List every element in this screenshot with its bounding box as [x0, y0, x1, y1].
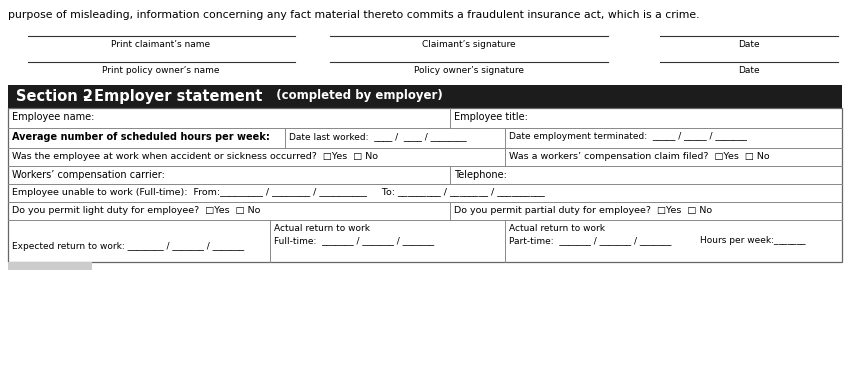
- Text: Average number of scheduled hours per week:: Average number of scheduled hours per we…: [12, 132, 269, 142]
- Text: Was the employee at work when accident or sickness occurred?  □Yes  □ No: Was the employee at work when accident o…: [12, 152, 378, 161]
- Bar: [8, 262, 92, 270]
- Text: Policy owner’s signature: Policy owner’s signature: [414, 66, 524, 75]
- Text: Employee title:: Employee title:: [454, 112, 528, 122]
- Text: Date: Date: [738, 66, 760, 75]
- Text: Expected return to work: ________ / _______ / _______: Expected return to work: ________ / ____…: [12, 242, 244, 251]
- Text: Telephone:: Telephone:: [454, 170, 507, 180]
- Text: Workers’ compensation carrier:: Workers’ compensation carrier:: [12, 170, 165, 180]
- Text: Print claimant’s name: Print claimant’s name: [111, 40, 211, 49]
- Text: purpose of misleading, information concerning any fact material thereto commits : purpose of misleading, information conce…: [8, 10, 700, 20]
- Text: (completed by employer): (completed by employer): [268, 89, 443, 102]
- Text: Employee name:: Employee name:: [12, 112, 94, 122]
- Text: Do you permit light duty for employee?  □Yes  □ No: Do you permit light duty for employee? □…: [12, 206, 260, 215]
- Text: Was a workers’ compensation claim filed?  □Yes  □ No: Was a workers’ compensation claim filed?…: [509, 152, 769, 161]
- Text: Full-time:  _______ / _______ / _______: Full-time: _______ / _______ / _______: [274, 236, 434, 245]
- Text: Hours per week:_______: Hours per week:_______: [700, 236, 806, 245]
- Text: Section 2: Section 2: [16, 89, 93, 104]
- Text: Part-time:  _______ / _______ / _______: Part-time: _______ / _______ / _______: [509, 236, 672, 245]
- Bar: [8, 85, 842, 108]
- Text: Employer statement: Employer statement: [94, 89, 263, 104]
- Text: Employee unable to work (Full-time):  From:_________ / ________ / __________    : Employee unable to work (Full-time): Fro…: [12, 188, 545, 197]
- Bar: [8, 108, 842, 262]
- Text: Claimant’s signature: Claimant’s signature: [422, 40, 516, 49]
- Text: –: –: [82, 89, 89, 104]
- Text: Do you permit partial duty for employee?  □Yes  □ No: Do you permit partial duty for employee?…: [454, 206, 712, 215]
- Text: Actual return to work: Actual return to work: [274, 224, 370, 233]
- Text: Actual return to work: Actual return to work: [509, 224, 605, 233]
- Text: Print policy owner’s name: Print policy owner’s name: [102, 66, 220, 75]
- Text: Date last worked:  ____ /  ____ / ________: Date last worked: ____ / ____ / ________: [289, 132, 467, 141]
- Text: Date: Date: [738, 40, 760, 49]
- Text: Date employment terminated:  _____ / _____ / _______: Date employment terminated: _____ / ____…: [509, 132, 747, 141]
